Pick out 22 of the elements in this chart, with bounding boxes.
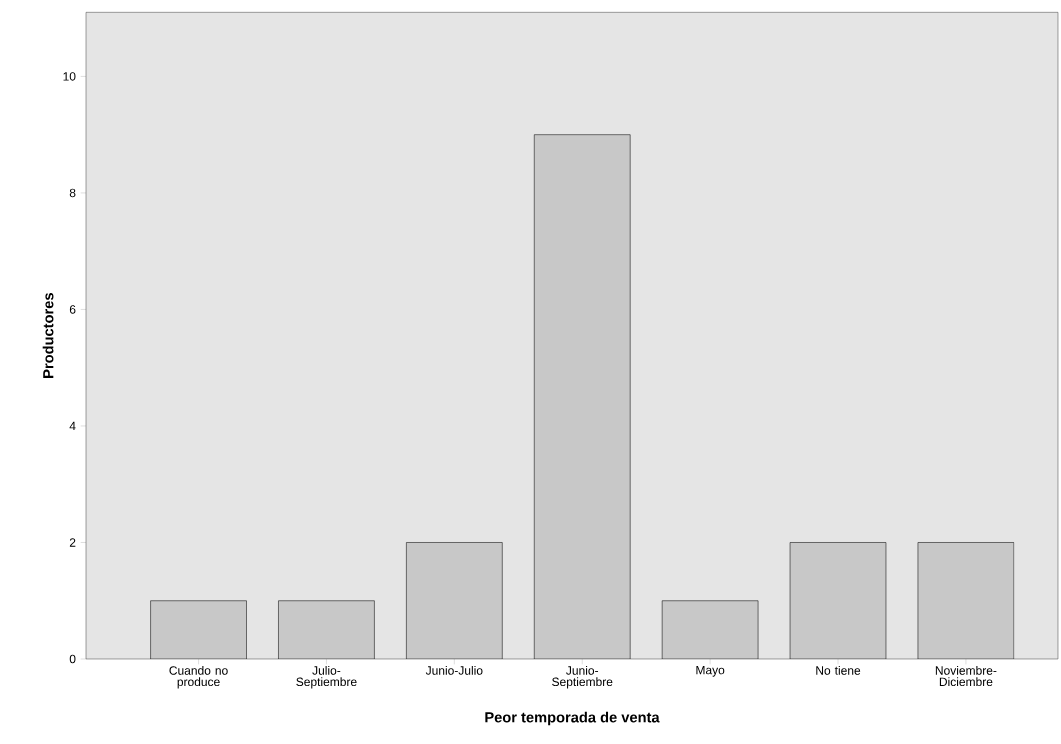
x-tick-label: Noviembre-Diciembre [935,665,997,687]
y-tick-label: 8 [69,188,76,198]
x-tick-label: Mayo [696,665,725,677]
bar [278,600,375,659]
y-tick-label: 2 [69,538,76,547]
x-tick-label: Cuando no produce [169,665,228,689]
x-tick-label: Junio-Septiembre [552,665,613,689]
bar [917,542,1015,659]
bar [150,600,247,659]
y-tick-label: 10 [63,72,76,81]
x-tick-label: Julio-Septiembre [296,665,357,689]
bar [534,134,631,659]
bar [661,600,759,659]
bar [406,542,503,659]
y-tick-label: 0 [69,654,76,664]
bar [789,542,887,659]
y-tick-label: 6 [69,305,76,314]
x-tick-label: Junio-Julio [425,665,483,675]
y-tick-label: 4 [69,421,76,431]
x-tick-label: No tiene [816,665,861,675]
y-axis-title: Productores [42,293,54,378]
x-axis-title: Peor temporada de venta [485,711,660,726]
